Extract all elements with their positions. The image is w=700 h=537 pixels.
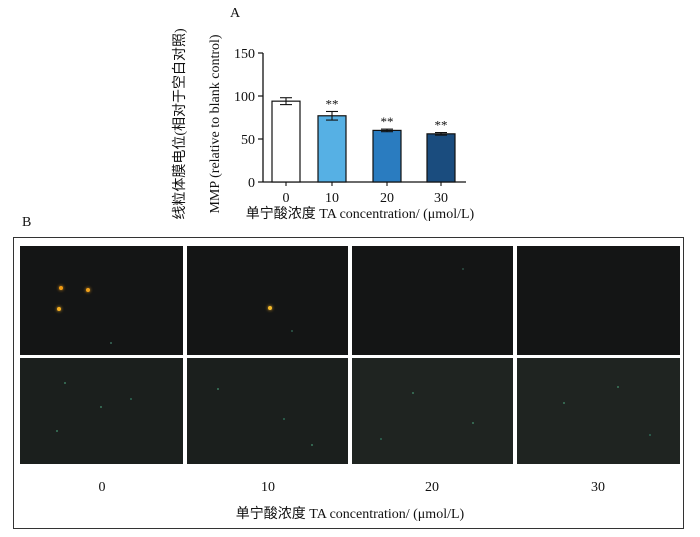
- y-tick-label: 0: [248, 176, 255, 191]
- red-spot: [57, 307, 61, 311]
- x-tick-label: 20: [380, 191, 394, 206]
- y-axis-label-cn: 线粒体膜电位(相对于空白对照): [172, 28, 188, 220]
- x-tick-label: 10: [325, 191, 339, 206]
- green-spot: [649, 434, 651, 436]
- red-spot: [268, 306, 272, 310]
- micrograph-column-label: 0: [98, 480, 106, 495]
- significance-marker: **: [435, 118, 448, 133]
- red-spot: [86, 288, 90, 292]
- micrograph-monomers-0: [20, 358, 183, 464]
- green-spot: [56, 430, 58, 432]
- micrograph-monomers-30: [517, 358, 680, 464]
- bar-30: [426, 133, 456, 183]
- micrograph-monomers-20: [352, 358, 513, 464]
- green-spot: [472, 422, 474, 424]
- green-spot: [283, 418, 285, 420]
- y-axis-label-en: MMP (relative to blank control): [208, 34, 223, 213]
- green-spot: [100, 406, 102, 408]
- micrograph-column-label: 10: [261, 480, 275, 495]
- significance-marker: **: [381, 114, 394, 129]
- micrograph-aggregates-0: [20, 246, 183, 355]
- significance-marker: **: [326, 96, 339, 111]
- x-tick-label: 0: [283, 191, 290, 206]
- green-spot: [462, 268, 464, 270]
- red-spot: [59, 286, 63, 290]
- green-spot: [291, 330, 293, 332]
- green-spot: [617, 386, 619, 388]
- panel-b-label: B: [22, 215, 32, 230]
- green-spot: [110, 342, 112, 344]
- micrograph-aggregates-10: [187, 246, 348, 355]
- x-tick-label: 30: [434, 191, 448, 206]
- micrograph-frame: [13, 237, 684, 529]
- green-spot: [563, 402, 565, 404]
- bar-20: [372, 129, 402, 183]
- micrograph-column-label: 30: [591, 480, 605, 495]
- green-spot: [64, 382, 66, 384]
- green-spot: [130, 398, 132, 400]
- micrograph-monomers-10: [187, 358, 348, 464]
- micrograph-aggregates-30: [517, 246, 680, 355]
- x-axis-title: 单宁酸浓度 TA concentration/ (μmol/L): [246, 205, 475, 222]
- green-spot: [311, 444, 313, 446]
- panel-a-label: A: [230, 6, 241, 21]
- y-tick-label: 150: [234, 47, 255, 62]
- micrograph-x-axis-title: 单宁酸浓度 TA concentration/ (μmol/L): [235, 507, 465, 522]
- y-tick-label: 100: [234, 90, 255, 105]
- chart-bars: ** ** **: [271, 96, 456, 183]
- y-tick-label: 50: [241, 133, 255, 148]
- green-spot: [217, 388, 219, 390]
- green-spot: [412, 392, 414, 394]
- bar-0: [271, 100, 301, 183]
- micrograph-grid: [20, 246, 680, 464]
- micrograph-aggregates-20: [352, 246, 513, 355]
- micrograph-column-label: 20: [425, 480, 439, 495]
- green-spot: [380, 438, 382, 440]
- bar-10: [317, 115, 347, 183]
